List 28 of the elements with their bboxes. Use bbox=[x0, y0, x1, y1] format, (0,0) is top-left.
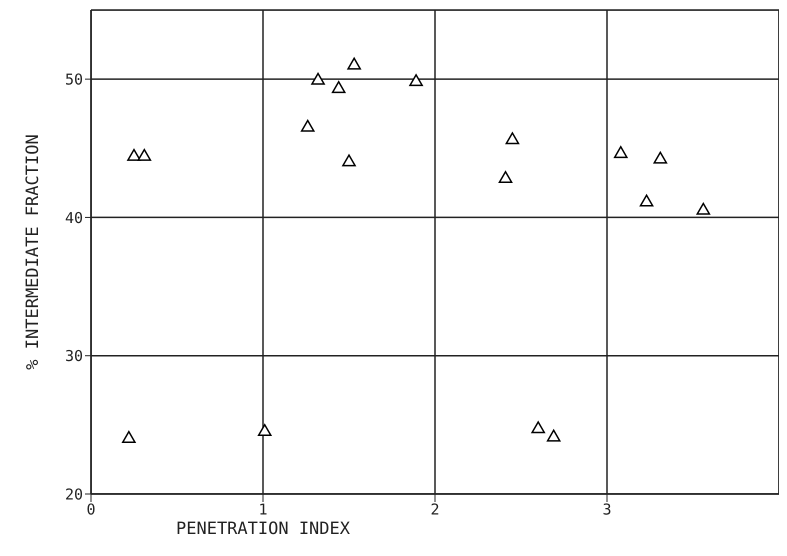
x-tick-label: 1 bbox=[258, 500, 268, 519]
point bbox=[122, 430, 136, 443]
point bbox=[258, 424, 272, 436]
point bbox=[409, 74, 423, 86]
point bbox=[640, 194, 654, 206]
x-tick-label: 0 bbox=[86, 500, 96, 519]
point bbox=[546, 430, 561, 442]
point bbox=[137, 148, 152, 161]
point bbox=[332, 81, 346, 94]
x-tick-label: 3 bbox=[602, 500, 612, 519]
point bbox=[614, 146, 628, 158]
x-tick-label: 2 bbox=[430, 500, 440, 519]
point bbox=[506, 132, 520, 144]
point bbox=[300, 120, 315, 132]
point bbox=[127, 148, 141, 161]
point bbox=[531, 421, 546, 434]
point bbox=[342, 154, 356, 166]
point bbox=[498, 170, 512, 183]
point bbox=[653, 152, 668, 164]
point bbox=[696, 202, 710, 215]
x-axis-title: PENETRATION INDEX bbox=[176, 519, 351, 539]
y-tick-label: 30 bbox=[64, 347, 83, 366]
y-tick-label: 40 bbox=[64, 208, 83, 227]
point bbox=[347, 58, 361, 70]
y-axis-title: % INTERMEDIATE FRACTION bbox=[23, 134, 44, 370]
y-tick-label: 50 bbox=[64, 70, 83, 88]
point bbox=[311, 72, 325, 85]
y-tick-label: 20 bbox=[64, 485, 83, 504]
